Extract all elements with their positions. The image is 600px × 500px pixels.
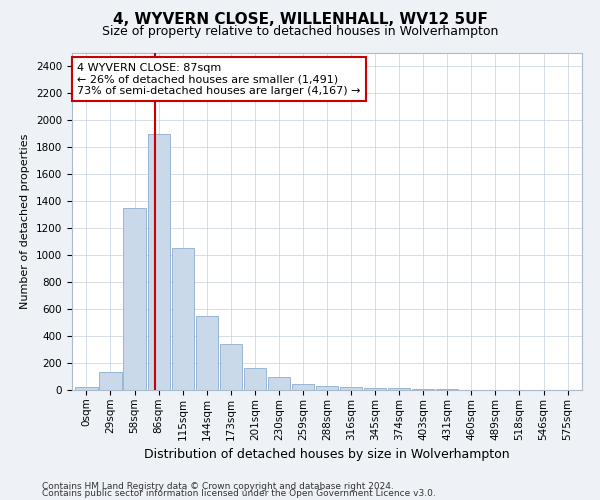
Y-axis label: Number of detached properties: Number of detached properties — [20, 134, 31, 309]
Bar — [172, 248, 194, 390]
Bar — [148, 134, 170, 390]
Bar — [196, 316, 218, 390]
Text: Contains HM Land Registry data © Crown copyright and database right 2024.: Contains HM Land Registry data © Crown c… — [42, 482, 394, 491]
Bar — [244, 368, 266, 390]
Text: 4, WYVERN CLOSE, WILLENHALL, WV12 5UF: 4, WYVERN CLOSE, WILLENHALL, WV12 5UF — [113, 12, 487, 28]
Bar — [388, 388, 410, 390]
Bar — [220, 344, 242, 390]
Bar — [316, 386, 338, 390]
Bar — [340, 387, 362, 390]
Text: 4 WYVERN CLOSE: 87sqm
← 26% of detached houses are smaller (1,491)
73% of semi-d: 4 WYVERN CLOSE: 87sqm ← 26% of detached … — [77, 62, 361, 96]
Bar — [412, 389, 434, 390]
Text: Size of property relative to detached houses in Wolverhampton: Size of property relative to detached ho… — [102, 25, 498, 38]
X-axis label: Distribution of detached houses by size in Wolverhampton: Distribution of detached houses by size … — [144, 448, 510, 461]
Bar — [268, 376, 290, 390]
Bar — [100, 372, 122, 390]
Bar — [76, 386, 98, 390]
Bar — [292, 384, 314, 390]
Bar — [124, 208, 146, 390]
Text: Contains public sector information licensed under the Open Government Licence v3: Contains public sector information licen… — [42, 489, 436, 498]
Bar — [364, 388, 386, 390]
